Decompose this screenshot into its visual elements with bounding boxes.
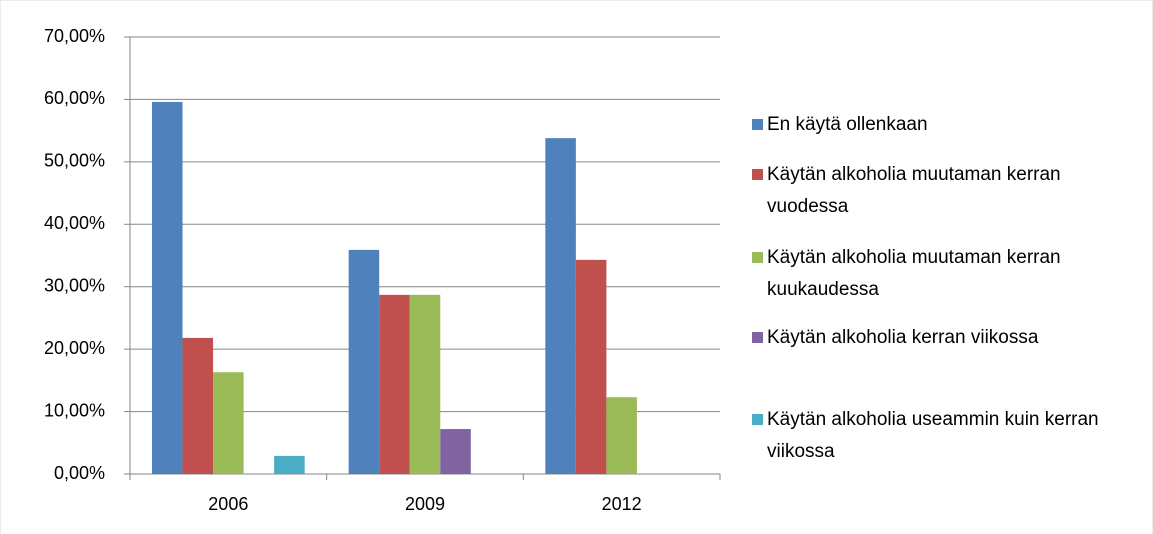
legend-item: Käytän alkoholia useammin kuin kerran vi… <box>752 404 1137 468</box>
legend-item: Käytän alkoholia muutaman kerran kuukaud… <box>752 242 1137 306</box>
y-tick-label: 50,00% <box>44 151 105 171</box>
legend-item: En käytä ollenkaan <box>752 109 1137 141</box>
x-tick-label: 2006 <box>208 494 248 514</box>
y-tick-label: 40,00% <box>44 213 105 233</box>
bar <box>440 429 471 474</box>
legend-swatch <box>752 119 763 130</box>
y-tick-label: 10,00% <box>44 400 105 420</box>
legend-item: Käytän alkoholia kerran viikossa <box>752 322 1137 354</box>
legend-label: Käytän alkoholia useammin kuin kerran vi… <box>767 409 1099 462</box>
legend-swatch <box>752 332 763 343</box>
bar <box>575 259 607 474</box>
bar <box>409 294 441 474</box>
legend-label: Käytän alkoholia muutaman kerran vuodess… <box>767 164 1061 217</box>
legend-label: Käytän alkoholia kerran viikossa <box>767 327 1039 348</box>
bar <box>379 294 410 474</box>
legend-label: Käytän alkoholia muutaman kerran kuukaud… <box>767 247 1061 300</box>
y-tick-label: 70,00% <box>44 26 105 46</box>
bar <box>182 337 214 474</box>
bar <box>274 455 305 474</box>
legend-swatch <box>752 414 763 425</box>
bar <box>348 249 380 474</box>
y-tick-label: 20,00% <box>44 338 105 358</box>
bar <box>545 138 576 475</box>
x-tick-label: 2009 <box>405 494 445 514</box>
y-tick-label: 30,00% <box>44 275 105 295</box>
y-tick-label: 0,00% <box>54 463 105 483</box>
y-tick-label: 60,00% <box>44 88 105 108</box>
legend-label: En käytä ollenkaan <box>767 114 928 135</box>
legend-item: Käytän alkoholia muutaman kerran vuodess… <box>752 159 1137 223</box>
legend-swatch <box>752 169 763 180</box>
bar <box>152 101 183 474</box>
x-tick-label: 2012 <box>602 494 642 514</box>
legend-swatch <box>752 252 763 263</box>
bar <box>213 372 244 474</box>
bar <box>606 397 637 474</box>
